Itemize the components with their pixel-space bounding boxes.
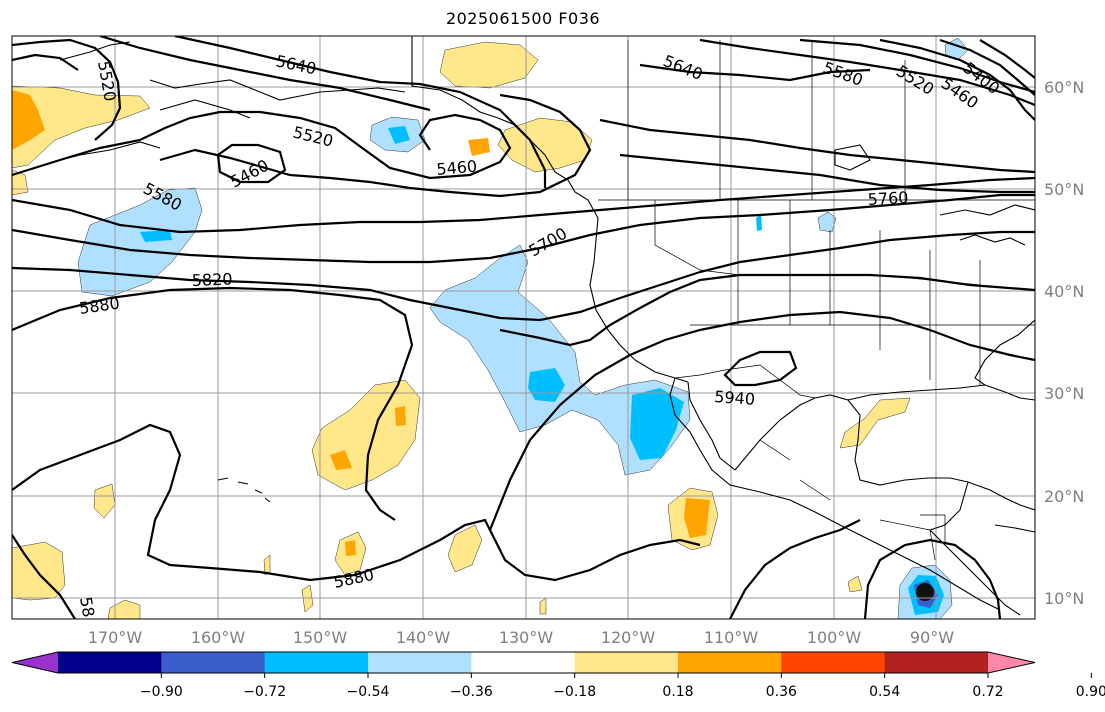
- lat-label: 40°N: [1044, 282, 1084, 301]
- positive-anomaly-core: [468, 138, 490, 156]
- lon-label: 130°W: [499, 628, 554, 647]
- colorbar-tick-label: 0.72: [972, 684, 1003, 700]
- anomaly-shading: [12, 37, 969, 619]
- colorbar-tick-label: −0.18: [553, 684, 596, 700]
- lon-label: 170°W: [88, 628, 143, 647]
- positive-anomaly-area: [539, 597, 547, 615]
- lon-label: 160°W: [191, 628, 246, 647]
- lon-label: 100°W: [807, 628, 862, 647]
- contour-label: 5520: [893, 61, 938, 99]
- colorbar-segment: [574, 652, 679, 673]
- colorbar-tick-label: 0.36: [766, 684, 797, 700]
- lon-label: 140°W: [396, 628, 451, 647]
- colorbar-segment: [678, 652, 782, 673]
- positive-anomaly-area: [439, 41, 539, 89]
- colorbar-segment: [264, 652, 369, 673]
- negative-anomaly-area: [429, 244, 691, 476]
- lon-label: 110°W: [704, 628, 759, 647]
- positive-anomaly-area: [847, 575, 863, 593]
- lon-label: 120°W: [601, 628, 656, 647]
- positive-anomaly-area: [93, 483, 116, 519]
- colorbar-extend-low: [12, 652, 58, 673]
- contour-label: 5700: [526, 224, 571, 261]
- contour-label: 5940: [714, 387, 756, 409]
- height-contours: [12, 36, 1035, 619]
- colorbar-extend-high: [988, 652, 1035, 673]
- colorbar-tick-label: −0.36: [450, 684, 493, 700]
- positive-anomaly-core: [12, 90, 45, 150]
- map-title: 2025061500 F036: [445, 9, 601, 28]
- contour-label: 5640: [661, 51, 706, 84]
- negative-anomaly-core: [140, 230, 172, 242]
- latitude-labels: 60°N 50°N 40°N 30°N 20°N 10°N: [1044, 78, 1084, 608]
- contour-label: 58: [76, 595, 98, 618]
- colorbar: −0.90 −0.72 −0.54 −0.36 −0.18 0.18 0.36 0.54 0.7…: [11, 651, 1105, 700]
- lat-label: 60°N: [1044, 78, 1084, 97]
- contour-label: 5460: [436, 157, 478, 179]
- map-frame: [11, 35, 1036, 620]
- colorbar-segment: [471, 652, 576, 673]
- contour-label: 5640: [274, 51, 318, 78]
- colorbar-segment: [368, 652, 472, 673]
- contour-label: 5460: [227, 156, 272, 192]
- longitude-labels: 170°W 160°W 150°W 140°W 130°W 120°W 110°…: [88, 628, 954, 647]
- storm-center-marker: [916, 583, 934, 601]
- colorbar-tick-label: 0.54: [869, 684, 900, 700]
- colorbar-tick-label: −0.72: [243, 684, 286, 700]
- colorbar-tick-label: −0.90: [140, 684, 183, 700]
- colorbar-tick-label: 0.18: [662, 684, 693, 700]
- positive-anomaly-area: [447, 524, 483, 573]
- positive-anomaly-area: [839, 397, 911, 449]
- contour-label: 5880: [78, 293, 121, 317]
- negative-anomaly-area: [817, 211, 837, 233]
- positive-anomaly-core: [684, 498, 710, 538]
- contour-label: 5880: [332, 565, 376, 592]
- colorbar-segment: [161, 652, 266, 673]
- lon-label: 150°W: [293, 628, 348, 647]
- colorbar-outline: [11, 651, 1036, 674]
- lat-label: 10°N: [1044, 589, 1084, 608]
- lon-label: 90°W: [910, 628, 954, 647]
- contour-label: 5760: [867, 188, 909, 209]
- contour-label: 5820: [191, 270, 232, 290]
- positive-anomaly-core: [345, 540, 356, 556]
- negative-anomaly-area: [756, 214, 762, 231]
- positive-anomaly-area: [497, 117, 593, 173]
- colorbar-segment: [884, 652, 989, 673]
- negative-anomaly-core: [630, 388, 684, 460]
- lat-label: 30°N: [1044, 384, 1084, 403]
- lat-label: 20°N: [1044, 487, 1084, 506]
- graticule: [12, 36, 1035, 619]
- positive-anomaly-area: [107, 599, 141, 619]
- negative-anomaly-core: [388, 126, 410, 144]
- colorbar-segment: [58, 652, 162, 673]
- positive-anomaly-core: [395, 406, 406, 426]
- lat-label: 50°N: [1044, 180, 1084, 199]
- negative-anomaly-area: [77, 187, 203, 297]
- colorbar-segment: [781, 652, 886, 673]
- colorbar-tick-label: −0.54: [347, 684, 390, 700]
- colorbar-tick-label: 0.90: [1076, 684, 1105, 700]
- positive-anomaly-area: [263, 554, 271, 576]
- positive-anomaly-core: [330, 450, 352, 470]
